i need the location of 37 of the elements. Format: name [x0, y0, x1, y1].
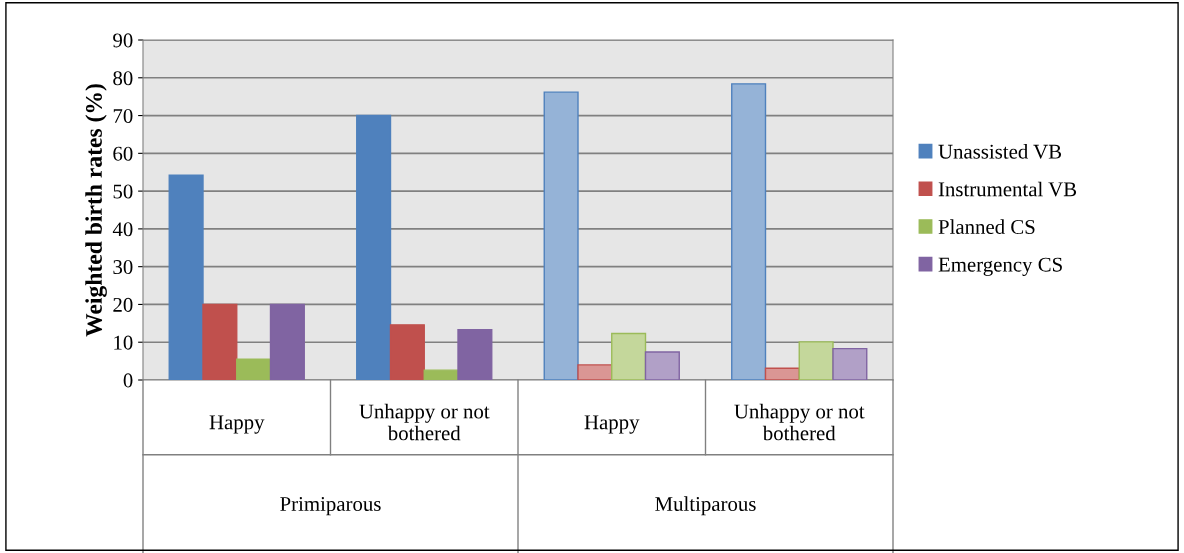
y-tick-label: 60 — [113, 146, 133, 161]
bar — [611, 332, 647, 380]
x-tick-label: Unhappy or not bothered — [359, 403, 490, 441]
y-tick-label: 40 — [112, 222, 133, 237]
y-tick-label: 50 — [113, 184, 133, 199]
text: Primiparous — [280, 497, 381, 516]
bar — [168, 174, 204, 380]
y-tick-label: 90 — [113, 33, 133, 48]
legend-label: Planned CS — [938, 219, 1035, 235]
legend-label: Unassisted VB — [938, 144, 1062, 159]
bar — [644, 351, 680, 380]
y-axis-title: Weighted birth rates (%) — [85, 84, 107, 337]
bar — [577, 364, 613, 380]
bar — [236, 358, 272, 380]
x-tick-label: Unhappy or not bothered — [734, 403, 865, 441]
legend-label: Instrumental VB — [938, 181, 1077, 197]
y-tick-label: 0 — [123, 373, 133, 388]
bar — [731, 83, 767, 380]
bar — [356, 114, 392, 380]
bar — [423, 369, 459, 380]
legend-label: Emergency CS — [938, 257, 1062, 276]
y-tick-label: 10 — [114, 335, 133, 350]
bar — [543, 91, 579, 380]
y-tick-label: 70 — [113, 108, 133, 123]
y-tick-label: 80 — [113, 71, 133, 86]
bar — [269, 303, 305, 380]
bar — [798, 341, 834, 380]
bar — [457, 329, 493, 380]
x-tick-label: Happy — [209, 415, 265, 434]
bar — [764, 367, 800, 380]
bar — [832, 347, 868, 380]
bar — [202, 303, 238, 380]
text: Multiparous — [655, 496, 756, 516]
bar — [389, 324, 425, 380]
x-tick-label: Happy — [584, 415, 640, 434]
y-tick-label: 20 — [113, 297, 133, 312]
y-tick-label: 30 — [113, 260, 133, 275]
